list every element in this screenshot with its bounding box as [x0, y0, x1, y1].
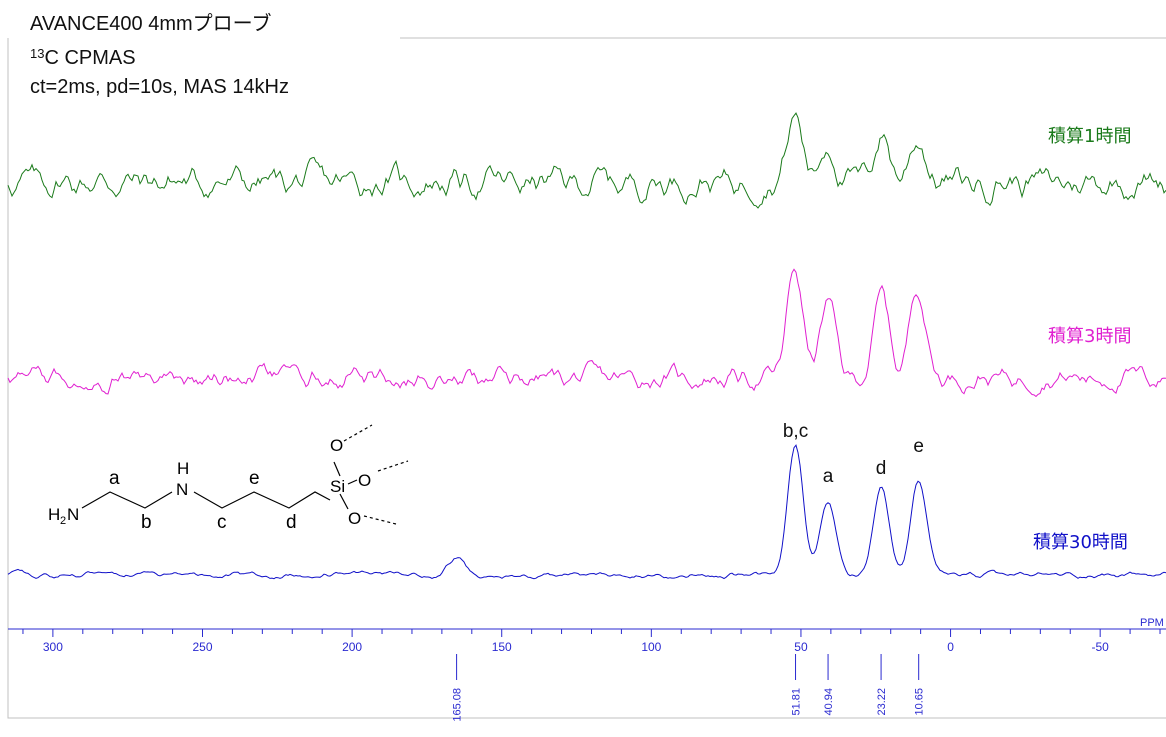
peak-pick-markers: 165.08 51.81 40.94 23.22 10.65 — [452, 654, 926, 722]
series-label-3h: 積算3時間 — [1048, 326, 1132, 347]
axis-tick-label: 50 — [794, 640, 808, 654]
trace-series-3 — [7, 444, 1166, 580]
trace-series-2 — [7, 268, 1166, 398]
si-o-bond-down — [339, 493, 349, 510]
label-e: e — [249, 468, 260, 489]
axis-tick-label: 200 — [342, 640, 362, 654]
ppm-axis: 300 250 200 150 100 50 0 -50 PPM — [8, 617, 1166, 654]
header-probe: AVANCE400 4mmプローブ — [30, 13, 272, 35]
series-label-30h: 積算30時間 — [1033, 532, 1128, 553]
structure-bonds-2 — [193, 491, 331, 509]
header-method: C CPMAS — [44, 47, 136, 69]
trace-series-1 — [7, 112, 1166, 209]
peak-pick-label: 51.81 — [791, 688, 803, 716]
atom-o-top: O — [330, 436, 343, 455]
plot-frame — [7, 38, 1166, 719]
label-d: d — [286, 512, 297, 533]
axis-tick-label: 150 — [492, 640, 512, 654]
series-label-1h: 積算1時間 — [1048, 126, 1132, 147]
chemical-structure — [81, 424, 409, 525]
atom-h2n-sub: 2 — [60, 515, 66, 527]
o-dash-3 — [363, 515, 397, 525]
peak-assignment-labels: b,c a d e — [783, 421, 924, 487]
peak-assignment-label: d — [876, 458, 887, 479]
axis-tick-label: 250 — [192, 640, 212, 654]
axis-unit-label: PPM — [1140, 617, 1164, 629]
axis-tick-label: 300 — [43, 640, 63, 654]
atom-si: Si — [330, 477, 345, 496]
peak-pick-label: 165.08 — [452, 688, 464, 722]
si-o-bond-right — [347, 479, 358, 485]
header-nucleus: 13C CPMAS — [30, 39, 289, 73]
axis-tick-label: 0 — [947, 640, 954, 654]
peak-assignment-label: b,c — [783, 421, 808, 442]
si-o-bond-up — [333, 461, 341, 477]
peak-pick-label: 10.65 — [914, 688, 926, 716]
atom-o-bottom: O — [348, 509, 361, 528]
atom-nh-n: N — [176, 480, 188, 499]
peak-assignment-label: a — [823, 466, 834, 487]
o-dash-2 — [377, 460, 409, 472]
experiment-header: AVANCE400 4mmプローブ 13C CPMAS ct=2ms, pd=1… — [30, 10, 289, 102]
header-isotope: 13 — [30, 46, 45, 61]
o-dash-1 — [343, 424, 373, 442]
label-c: c — [217, 512, 227, 533]
atom-o-right: O — [358, 471, 371, 490]
peak-pick-label: 23.22 — [876, 688, 888, 716]
structure-atom-labels: H 2 N H N Si O O O a b c e d — [48, 436, 371, 533]
atom-h2n-n: N — [67, 505, 79, 524]
peak-pick-label: 40.94 — [823, 688, 835, 716]
axis-tick-label: 100 — [641, 640, 661, 654]
structure-bonds — [81, 491, 173, 509]
atom-h2n-h: H — [48, 505, 60, 524]
label-b: b — [141, 512, 152, 533]
spectrum-traces — [7, 112, 1166, 580]
label-a: a — [109, 468, 120, 489]
atom-nh-h: H — [177, 459, 189, 478]
axis-tick-label: -50 — [1091, 640, 1109, 654]
header-params: ct=2ms, pd=10s, MAS 14kHz — [30, 76, 290, 98]
peak-assignment-label: e — [913, 436, 924, 457]
